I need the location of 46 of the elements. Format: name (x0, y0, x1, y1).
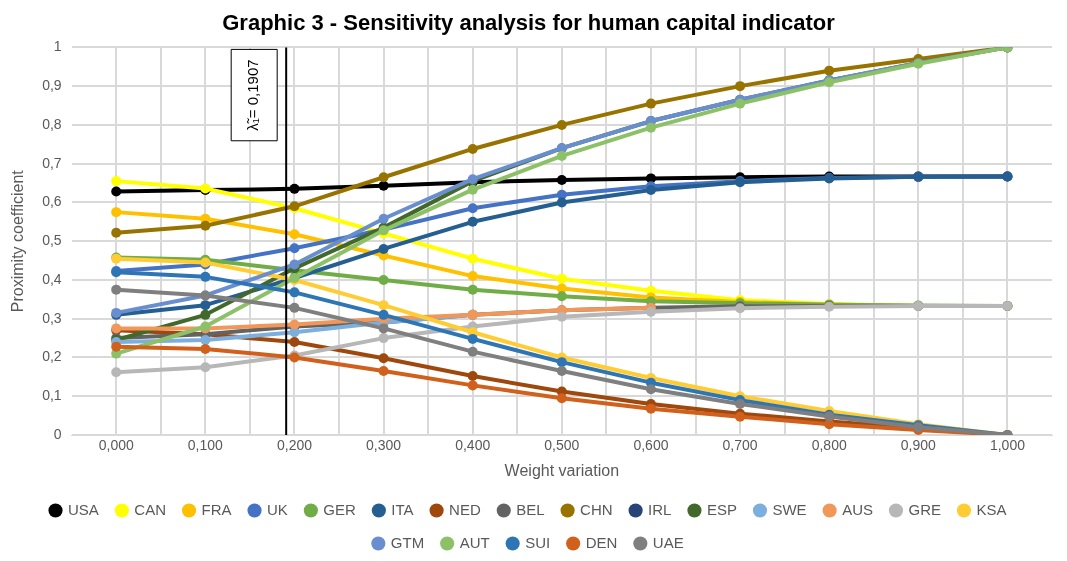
x-tick-label: 0,900 (900, 437, 937, 454)
ref-line-label: λ̃₁= 0,1907 (244, 59, 262, 131)
y-tick-label: 0,8 (42, 115, 62, 132)
legend-label: IRL (648, 500, 672, 518)
legend-label: ITA (391, 500, 414, 518)
legend-label: AUS (842, 500, 873, 518)
legend-label: FRA (201, 500, 232, 518)
legend-label: CHN (580, 500, 613, 518)
legend-label: AUT (459, 533, 490, 551)
x-tick-label: 0,500 (544, 437, 580, 454)
legend-label: UAE (652, 533, 684, 551)
y-tick-label: 1 (53, 38, 62, 55)
x-axis-title: Weight variation (504, 461, 620, 479)
y-axis-title: Proximity coefficient (9, 169, 27, 313)
y-tick-label: 0,6 (42, 193, 62, 210)
y-tick-label: 0,7 (42, 154, 62, 171)
x-tick-label: 0,400 (455, 437, 491, 454)
legend-label: GRE (908, 500, 941, 518)
x-tick-label: 0,700 (722, 437, 758, 454)
legend-label: SUI (525, 533, 551, 551)
x-tick-label: 0,200 (276, 437, 313, 454)
x-tick-label: 0,600 (633, 437, 669, 454)
legend-label: ESP (706, 500, 737, 518)
legend-label: GER (323, 500, 357, 518)
y-tick-label: 0,3 (42, 309, 62, 326)
legend-label: CAN (134, 500, 167, 518)
x-tick-label: 0,800 (811, 437, 847, 454)
chart-title: Graphic 3 - Sensitivity analysis for human capital indicator (222, 10, 836, 36)
x-tick-label: 0,300 (366, 437, 402, 454)
y-tick-label: 0,1 (42, 387, 62, 404)
y-tick-label: 0,4 (42, 270, 62, 287)
y-tick-label: 0 (53, 425, 62, 442)
legend-label: BEL (516, 500, 545, 518)
y-tick-label: 0,5 (42, 232, 62, 249)
legend-label: DEN (585, 533, 618, 551)
y-tick-label: 0,2 (42, 348, 62, 365)
legend-label: GTM (390, 533, 425, 551)
y-tick-label: 0,9 (42, 77, 62, 94)
x-tick-label: 0,000 (98, 437, 134, 454)
legend-label: USA (68, 500, 99, 518)
x-tick-label: 1,000 (989, 437, 1026, 454)
legend-label: KSA (976, 500, 1007, 518)
legend-label: SWE (772, 500, 807, 518)
x-tick-label: 0,100 (187, 437, 224, 454)
legend-label: UK (267, 500, 288, 518)
legend-label: NED (449, 500, 481, 518)
